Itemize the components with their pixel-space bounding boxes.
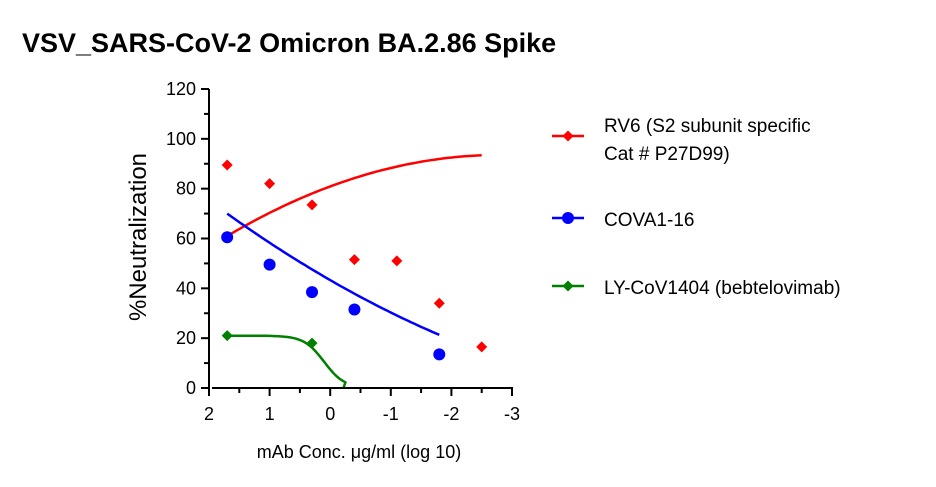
data-point xyxy=(348,303,361,316)
data-point xyxy=(264,178,276,190)
series-0 xyxy=(221,154,488,353)
y-tick-label: 100 xyxy=(166,129,196,149)
x-axis-label: mAb Conc. μg/ml (log 10) xyxy=(257,442,461,462)
x-axis: 2 1 0 -1 -2 -3 xyxy=(204,387,520,424)
series-1 xyxy=(221,212,446,361)
chart-title: VSV_SARS-CoV-2 Omicron BA.2.86 Spike xyxy=(22,28,556,58)
data-point xyxy=(391,255,403,267)
legend-marker xyxy=(562,280,574,292)
legend-label: Cat # P27D99) xyxy=(604,144,730,165)
y-tick-label: 80 xyxy=(176,179,196,199)
legend-label: COVA1-16 xyxy=(604,210,694,231)
data-point xyxy=(348,254,360,266)
legend-label: LY-CoV1404 (bebtelovimab) xyxy=(604,278,841,299)
legend-item-1: COVA1-16 xyxy=(552,210,694,231)
data-point xyxy=(306,337,318,349)
y-axis: 0 20 40 60 80 100 120 xyxy=(166,79,210,398)
data-point xyxy=(476,341,488,353)
x-tick-label: -2 xyxy=(443,404,459,424)
legend-item-2: LY-CoV1404 (bebtelovimab) xyxy=(552,278,841,299)
legend-item-0: RV6 (S2 subunit specific Cat # P27D99) xyxy=(552,116,811,165)
y-tick-label: 20 xyxy=(176,328,196,348)
plot-area xyxy=(221,154,488,389)
series-2 xyxy=(221,330,347,389)
fit-curve-2 xyxy=(227,334,347,389)
y-tick-label: 0 xyxy=(186,378,196,398)
data-point xyxy=(221,159,233,171)
y-axis-label: %Neutralization xyxy=(125,153,152,321)
data-point xyxy=(306,286,319,299)
fit-curve-1 xyxy=(226,212,440,336)
legend-marker xyxy=(562,212,574,224)
legend-marker xyxy=(562,130,574,142)
data-point xyxy=(433,348,446,361)
x-tick-label: 0 xyxy=(325,404,335,424)
x-tick-label: 1 xyxy=(265,404,275,424)
fit-curve-0 xyxy=(226,154,482,238)
x-tick-label: -3 xyxy=(504,404,520,424)
legend-label: RV6 (S2 subunit specific xyxy=(604,116,811,137)
x-tick-label: -1 xyxy=(383,404,399,424)
x-tick-label: 2 xyxy=(204,404,214,424)
legend: RV6 (S2 subunit specific Cat # P27D99) COV… xyxy=(552,116,841,299)
data-point xyxy=(263,258,276,271)
data-point xyxy=(221,231,234,244)
data-point xyxy=(433,297,445,309)
y-tick-label: 60 xyxy=(176,229,196,249)
data-point xyxy=(306,199,318,211)
y-tick-label: 120 xyxy=(166,79,196,99)
y-tick-label: 40 xyxy=(176,278,196,298)
data-point xyxy=(221,330,233,342)
